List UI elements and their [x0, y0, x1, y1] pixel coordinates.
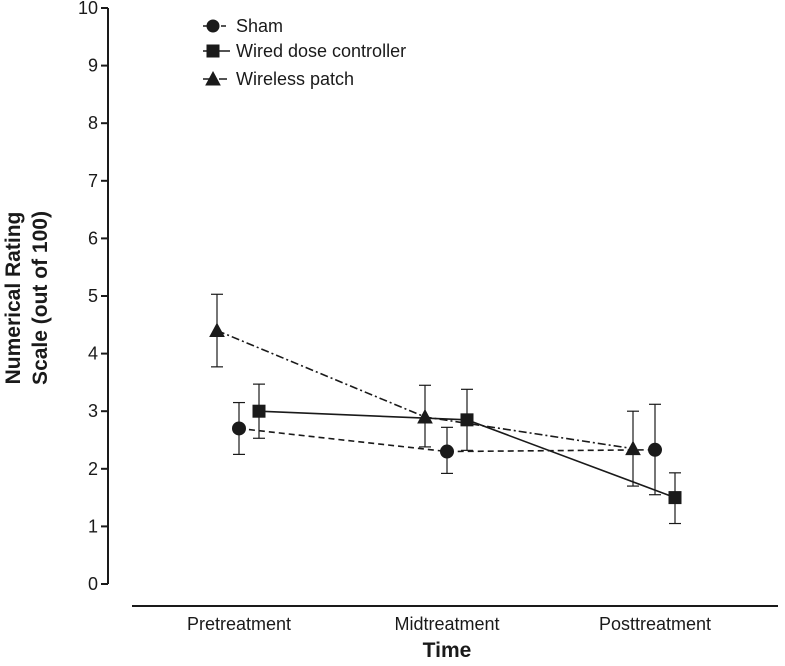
- y-axis-title-line-2: Scale (out of 100): [29, 211, 52, 385]
- y-tick-label-2: 2: [88, 459, 98, 479]
- y-tick-label-5: 5: [88, 286, 98, 306]
- legend: Sham Wired dose controller Wireless patc…: [203, 16, 406, 89]
- point-wireless-patch-0: [209, 322, 225, 338]
- point-wired-dose-controller-2: [668, 491, 682, 505]
- y-axis-title-line-1: Numerical Rating: [2, 212, 25, 385]
- y-tick-label-3: 3: [88, 401, 98, 421]
- point-wireless-patch-1: [417, 408, 433, 424]
- x-category-label-pretreatment: Pretreatment: [187, 614, 291, 634]
- legend-entry-sham: Sham: [203, 16, 283, 36]
- point-wireless-patch-2: [625, 440, 641, 456]
- x-axis-category-labels: Pretreatment Midtreatment Posttreatment: [187, 614, 711, 634]
- y-tick-label-6: 6: [88, 228, 98, 248]
- legend-label-sham: Sham: [236, 16, 283, 36]
- y-axis-title: Numerical Rating Scale (out of 100): [2, 211, 52, 385]
- x-category-label-midtreatment: Midtreatment: [394, 614, 499, 634]
- legend-label-wireless: Wireless patch: [236, 69, 354, 89]
- y-tick-label-4: 4: [88, 344, 98, 364]
- y-tick-label-1: 1: [88, 516, 98, 536]
- point-sham-1: [440, 444, 454, 459]
- y-axis-ticks: 0 1 2 3 4 5 6 7 8 9 10: [78, 0, 108, 594]
- legend-marker-wired: [206, 44, 220, 58]
- legend-entry-wireless-patch: Wireless patch: [203, 69, 354, 89]
- y-tick-label-8: 8: [88, 113, 98, 133]
- point-sham-0: [232, 421, 246, 436]
- plot-area: [209, 293, 682, 525]
- point-wired-dose-controller-0: [252, 404, 266, 418]
- point-wired-dose-controller-1: [460, 413, 474, 427]
- legend-marker-wireless: [205, 70, 221, 86]
- point-sham-2: [648, 442, 662, 457]
- x-category-label-posttreatment: Posttreatment: [599, 614, 711, 634]
- y-tick-label-10: 10: [78, 0, 98, 18]
- legend-label-wired: Wired dose controller: [236, 41, 406, 61]
- legend-marker-sham: [206, 19, 220, 33]
- y-tick-label-9: 9: [88, 56, 98, 76]
- y-tick-label-0: 0: [88, 574, 98, 594]
- y-tick-label-7: 7: [88, 171, 98, 191]
- x-axis-title: Time: [423, 639, 472, 662]
- legend-entry-wired-dose-controller: Wired dose controller: [203, 41, 406, 61]
